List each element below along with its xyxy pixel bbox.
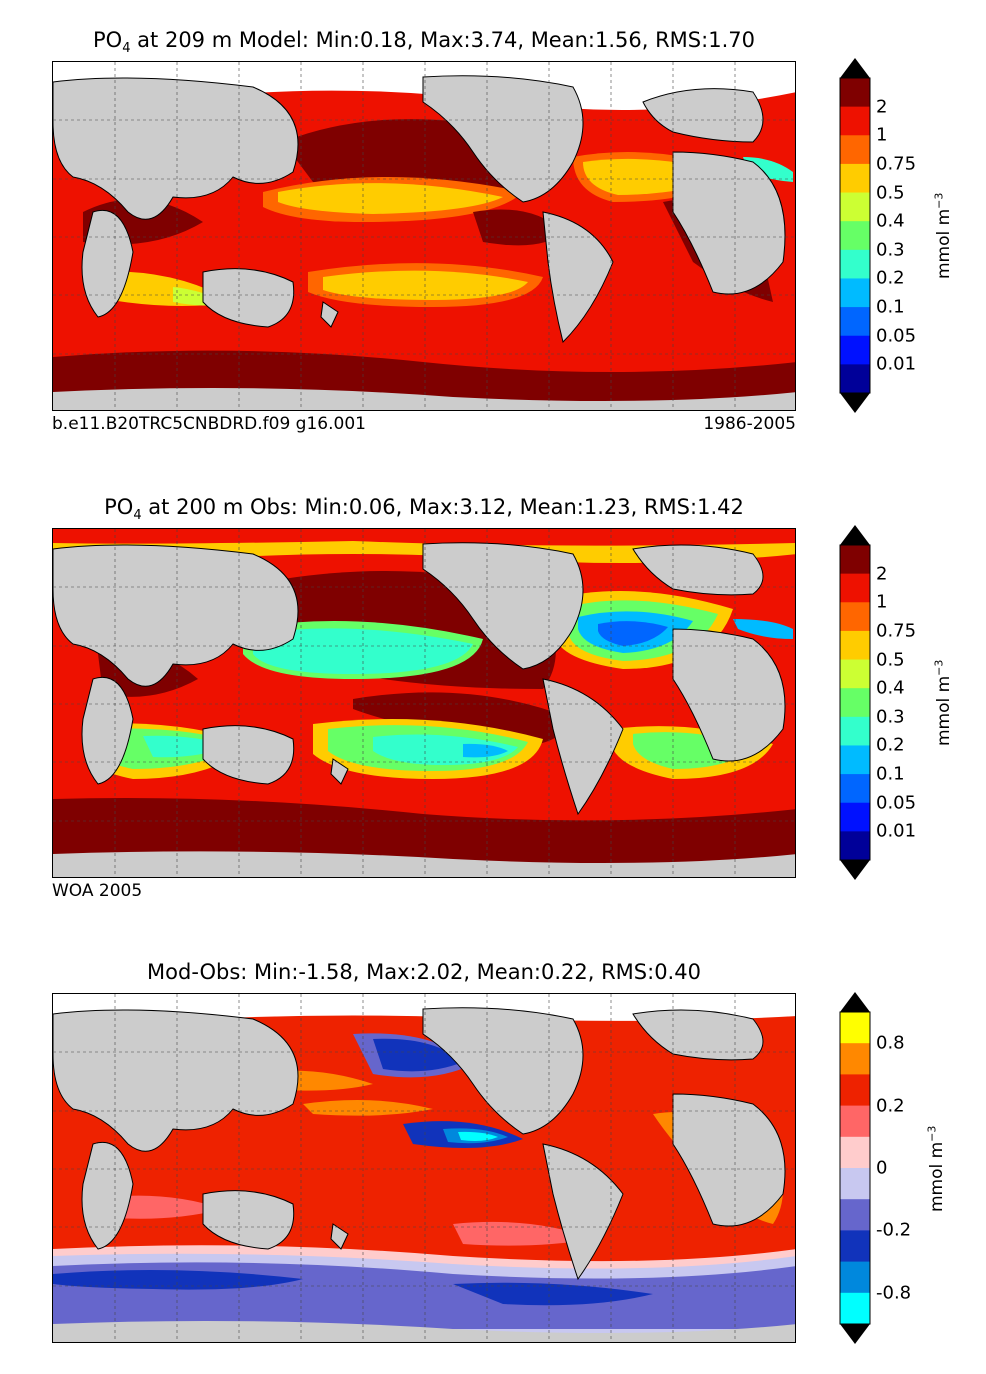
colorbar-tick-label: 0.75 (876, 153, 917, 175)
model-map (52, 61, 796, 411)
colorbar-segment (840, 1292, 870, 1325)
model-colorbar (839, 58, 871, 413)
colorbar-segment (840, 688, 870, 718)
colorbar-segment (840, 573, 870, 603)
colorbar-tick-label: 0.2 (876, 734, 905, 756)
colorbar-tick-label: 0.1 (876, 763, 905, 785)
diff-panel-title: Mod-Obs: Min:-1.58, Max:2.02, Mean:0.22,… (147, 960, 701, 984)
colorbar-tick-label: -0.2 (876, 1219, 912, 1241)
colorbar-tick-label: 2 (876, 96, 888, 118)
colorbar-segment (840, 831, 870, 861)
colorbar-segment (840, 278, 870, 308)
diff-colorbar-unit: mmol m−3 (925, 1125, 948, 1213)
colorbar-segment (840, 364, 870, 394)
colorbar-frame (839, 544, 871, 861)
colorbar-extend-max (840, 992, 870, 1012)
colorbar-extend-max (840, 58, 870, 78)
colorbar-tick-label: 0.5 (876, 182, 905, 204)
colorbar-segment (840, 545, 870, 575)
colorbar-segment (840, 1043, 870, 1075)
colorbar-frame (839, 1011, 871, 1325)
colorbar-segment (840, 1136, 870, 1169)
colorbar-segment (840, 602, 870, 632)
colorbar-segment (840, 1074, 870, 1107)
colorbar-segment (840, 221, 870, 251)
colorbar-segment (840, 659, 870, 689)
colorbar-segment (840, 1105, 870, 1138)
colorbar-frame (839, 77, 871, 394)
colorbar-segment (840, 192, 870, 222)
diff-colorbar (839, 992, 871, 1344)
colorbar-tick-label: 0.01 (876, 353, 917, 375)
colorbar-tick-label: 0.5 (876, 649, 905, 671)
colorbar-tick-label: 0 (876, 1157, 888, 1179)
colorbar-segment (840, 630, 870, 661)
colorbar-tick-label: 0.2 (876, 1095, 905, 1117)
colorbar-tick-label: 0.4 (876, 677, 905, 699)
colorbar-tick-label: 2 (876, 563, 888, 585)
model-colorbar-unit: mmol m−3 (932, 192, 955, 280)
model-caption-case: b.e11.B20TRC5CNBDRD.f09 g16.001 (52, 414, 366, 434)
obs-map (52, 528, 796, 878)
colorbar-extend-min (840, 860, 870, 880)
diff-map (52, 993, 796, 1343)
colorbar-segment (840, 335, 870, 365)
colorbar-tick-label: 1 (876, 124, 888, 146)
colorbar-segment (840, 1230, 870, 1263)
colorbar-tick-label: 0.05 (876, 792, 917, 814)
colorbar-extend-max (840, 525, 870, 545)
colorbar-tick-label: 0.05 (876, 325, 917, 347)
colorbar-segment (840, 745, 870, 775)
colorbar-tick-label: 0.1 (876, 296, 905, 318)
colorbar-extend-min (840, 393, 870, 413)
colorbar-segment (840, 106, 870, 136)
colorbar-tick-label: 0.4 (876, 210, 905, 232)
colorbar-tick-label: 0.2 (876, 267, 905, 289)
colorbar-tick-label: 0.8 (876, 1032, 905, 1054)
colorbar-segment (840, 716, 870, 746)
colorbar-segment (840, 1199, 870, 1231)
colorbar-tick-label: -0.8 (876, 1282, 912, 1304)
colorbar-segment (840, 1261, 870, 1294)
colorbar-segment (840, 1168, 870, 1200)
colorbar-segment (840, 802, 870, 832)
colorbar-segment (840, 307, 870, 337)
colorbar-tick-label: 0.75 (876, 620, 917, 642)
obs-caption-source: WOA 2005 (52, 881, 143, 901)
colorbar-tick-label: 0.01 (876, 820, 917, 842)
colorbar-segment (840, 1012, 870, 1044)
obs-panel-title: PO4 at 200 m Obs: Min:0.06, Max:3.12, Me… (104, 495, 744, 524)
colorbar-segment (840, 78, 870, 108)
colorbar-segment (840, 163, 870, 194)
colorbar-segment (840, 135, 870, 165)
model-caption-years: 1986-2005 (703, 414, 796, 434)
obs-colorbar-unit: mmol m−3 (932, 659, 955, 747)
model-panel-title: PO4 at 209 m Model: Min:0.18, Max:3.74, … (93, 28, 755, 57)
colorbar-extend-min (840, 1324, 870, 1344)
colorbar-segment (840, 774, 870, 804)
colorbar-tick-label: 0.3 (876, 706, 905, 728)
obs-colorbar (839, 525, 871, 880)
colorbar-tick-label: 0.3 (876, 239, 905, 261)
colorbar-segment (840, 249, 870, 279)
colorbar-tick-label: 1 (876, 591, 888, 613)
